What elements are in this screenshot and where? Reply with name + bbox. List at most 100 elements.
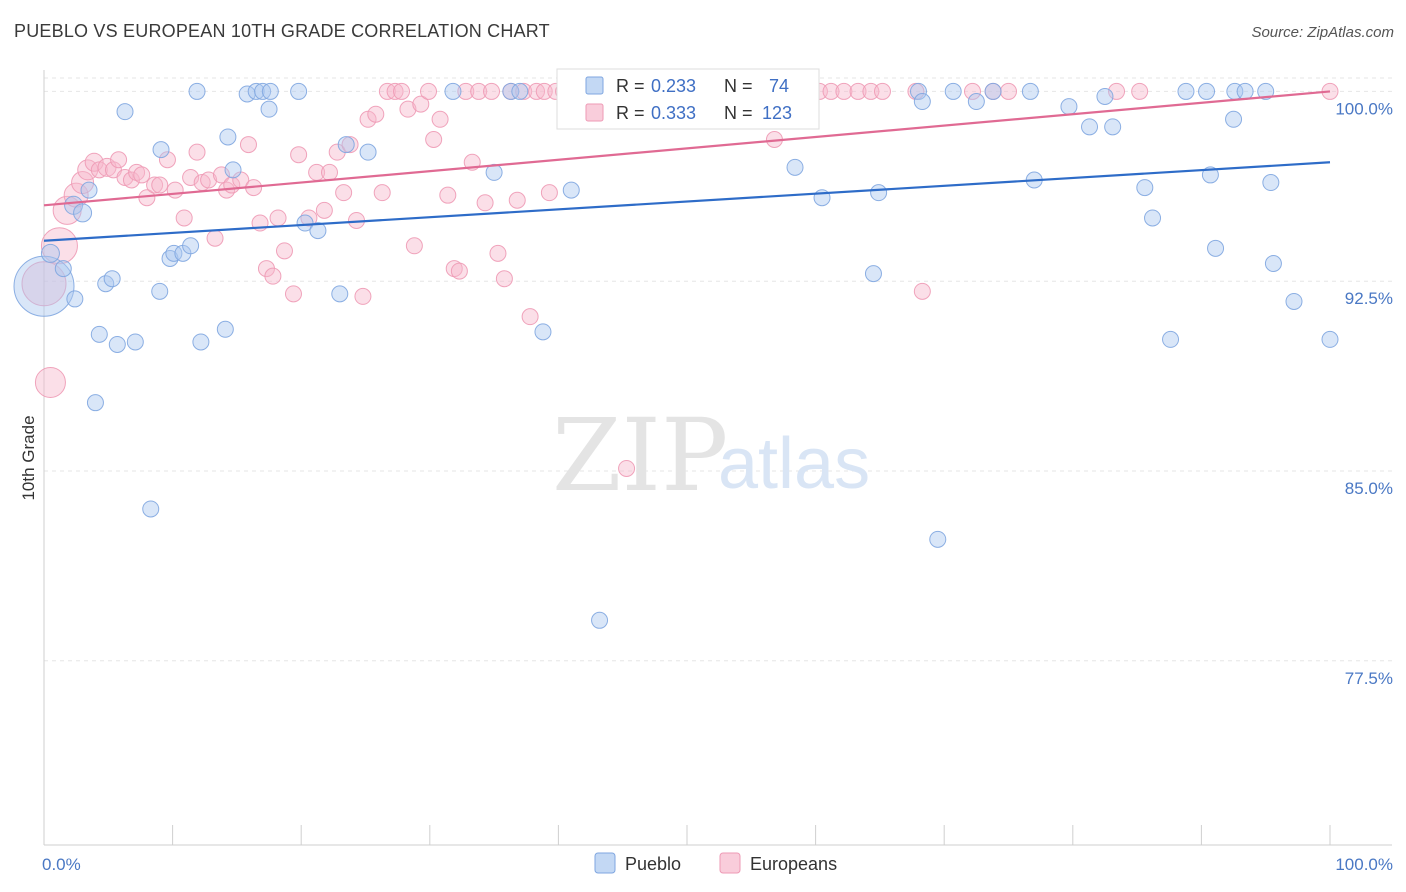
y-tick-label: 77.5% <box>1345 669 1393 688</box>
europeans-point <box>84 152 104 172</box>
pueblo-point <box>1236 82 1254 100</box>
europeans-point <box>264 267 282 285</box>
pueblo-point <box>309 222 327 240</box>
legend-label-pueblo: Pueblo <box>625 854 681 874</box>
europeans-point <box>862 82 880 100</box>
pueblo-point <box>359 143 377 161</box>
europeans-point <box>146 176 164 194</box>
europeans-point <box>489 244 507 262</box>
europeans-point <box>822 82 840 100</box>
series-pueblo <box>13 82 1339 629</box>
pueblo-point <box>261 82 279 100</box>
europeans-point <box>495 270 513 288</box>
y-tick-labels: 100.0% 92.5% 85.0% 77.5% <box>1335 99 1393 687</box>
pueblo-point <box>1021 82 1039 100</box>
europeans-point <box>354 287 372 305</box>
europeans-point <box>34 366 66 398</box>
europeans-point <box>21 261 67 307</box>
pueblo-point <box>1201 166 1219 184</box>
pueblo-point <box>1225 110 1243 128</box>
pueblo-point <box>786 158 804 176</box>
europeans-point <box>515 82 533 100</box>
pueblo-point <box>54 260 72 278</box>
legend-swatch-europeans-bottom <box>719 852 741 874</box>
pueblo-point <box>534 323 552 341</box>
pueblo-point <box>1262 174 1280 192</box>
pueblo-point <box>116 103 134 121</box>
pueblo-point <box>224 161 242 179</box>
pueblo-point <box>165 244 183 262</box>
europeans-point <box>40 227 78 265</box>
europeans-point <box>913 282 931 300</box>
pueblo-point <box>929 530 947 548</box>
europeans-point <box>540 184 558 202</box>
pueblo-point <box>913 93 931 111</box>
pueblo-point <box>73 203 93 223</box>
legend-europeans-r-label: R = <box>616 103 645 123</box>
legend-swatch-europeans <box>585 103 604 122</box>
watermark-atlas: atlas <box>718 424 870 504</box>
pueblo-point <box>86 394 104 412</box>
europeans-point <box>284 285 302 303</box>
chart-title: PUEBLO VS EUROPEAN 10TH GRADE CORRELATIO… <box>14 21 550 41</box>
pueblo-point <box>90 325 108 343</box>
europeans-point <box>188 143 206 161</box>
europeans-point <box>239 136 257 154</box>
europeans-point <box>439 186 457 204</box>
europeans-point <box>269 209 287 227</box>
pueblo-point <box>1321 330 1339 348</box>
europeans-point <box>290 146 308 164</box>
europeans-point <box>275 242 293 260</box>
pueblo-point <box>152 141 170 159</box>
europeans-point <box>399 100 417 118</box>
europeans-point <box>206 229 224 247</box>
europeans-point <box>393 82 411 100</box>
pueblo-point <box>337 136 355 154</box>
europeans-point <box>405 237 423 255</box>
europeans-point <box>151 176 169 194</box>
pueblo-point <box>40 243 60 263</box>
pueblo-point <box>967 93 985 111</box>
chart-source: Source: ZipAtlas.com <box>1251 24 1394 41</box>
europeans-point <box>110 151 128 169</box>
europeans-point <box>1000 82 1017 100</box>
trend-line-pueblo <box>43 161 1331 242</box>
pueblo-point <box>247 82 265 100</box>
europeans-point <box>618 459 636 477</box>
pueblo-point <box>1285 292 1303 310</box>
pueblo-point <box>1177 82 1195 100</box>
pueblo-point <box>1060 98 1078 116</box>
x-tick-label: 0.0% <box>42 855 81 874</box>
europeans-point <box>476 194 494 212</box>
pueblo-point <box>511 82 529 100</box>
europeans-point <box>200 171 218 189</box>
europeans-point <box>470 82 488 100</box>
europeans-point <box>367 105 385 123</box>
pueblo-point <box>290 82 308 100</box>
pueblo-point <box>864 265 882 283</box>
europeans-point <box>320 163 338 181</box>
legend-series: Pueblo Europeans <box>594 852 837 874</box>
europeans-point <box>450 262 468 280</box>
europeans-point <box>166 181 184 199</box>
pueblo-point <box>296 214 314 232</box>
x-tick-labels: 0.0% 100.0% <box>42 855 1393 874</box>
europeans-point <box>386 82 404 100</box>
trend-lines <box>43 90 1331 242</box>
pueblo-point <box>1198 82 1216 100</box>
pueblo-point <box>108 335 126 353</box>
europeans-point <box>1131 82 1149 100</box>
pueblo-point <box>103 270 121 288</box>
europeans-point <box>341 136 359 154</box>
europeans-point <box>535 82 553 100</box>
pueblo-point <box>331 285 349 303</box>
axes <box>43 70 1392 846</box>
watermark: ZIP atlas <box>552 397 870 514</box>
europeans-point <box>175 209 193 227</box>
europeans-point <box>457 82 475 100</box>
europeans-point <box>412 95 430 113</box>
europeans-point <box>483 82 501 100</box>
pueblo-point <box>151 282 169 300</box>
pueblo-point <box>1104 118 1122 136</box>
